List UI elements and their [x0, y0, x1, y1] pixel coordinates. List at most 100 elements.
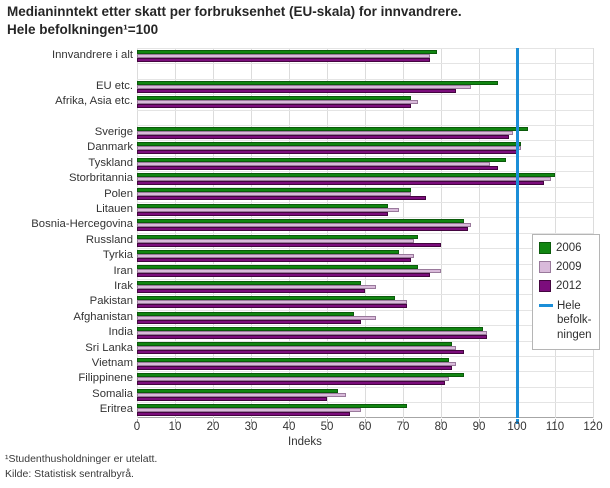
bar-2006-iran	[137, 265, 419, 270]
bar-2006-litauen	[137, 203, 388, 208]
gridline-row	[137, 248, 593, 250]
bar-2009-afghanistan	[137, 315, 377, 320]
gridline-row	[137, 402, 593, 404]
bar-2006-russland	[137, 234, 419, 239]
bar-2006-eu-etc-	[137, 80, 498, 85]
legend-label-2009: 2009	[556, 261, 582, 273]
bar-2006-india	[137, 326, 483, 331]
bar-2006-irak	[137, 280, 362, 285]
legend-swatch-2006	[539, 242, 551, 254]
axis-tick-20	[212, 419, 214, 423]
bar-2012-sri-lanka	[137, 350, 464, 355]
footnote-source: Kilde: Statistisk sentralbyrå.	[5, 468, 134, 480]
bar-2012-filippinene	[137, 381, 445, 386]
category-label: Tyskland	[88, 156, 133, 169]
category-label: Eritrea	[99, 403, 133, 416]
gridline-row	[137, 125, 593, 126]
bar-2006-storbritannia	[137, 172, 555, 177]
bar-2006-danmark	[137, 142, 521, 147]
legend-entry-2009: 2009	[539, 261, 594, 273]
bar-2006-pakistan	[137, 296, 396, 301]
category-label: Sverige	[94, 126, 133, 138]
footnote-students: ¹Studenthusholdninger er utelatt.	[5, 453, 158, 465]
gridline-row	[137, 217, 593, 219]
bar-2009-vietnam	[137, 361, 457, 366]
axis-tick-label-30: 30	[244, 421, 258, 433]
bar-2009-iran	[137, 269, 441, 274]
bar-2012-tyrkia	[137, 257, 411, 262]
bar-2009-eritrea	[137, 407, 362, 412]
axis-tick-label-40: 40	[282, 421, 296, 433]
bar-2012-innvandrere-i-alt	[137, 57, 430, 62]
category-label: Iran	[113, 264, 133, 277]
axis-tick-label-100: 100	[507, 421, 527, 433]
bar-2012-irak	[137, 288, 365, 293]
bar-2006-afghanistan	[137, 311, 354, 316]
legend-entry-reference: Hele befolk- ningen	[539, 299, 594, 342]
bar-2006-innvandrere-i-alt	[137, 49, 438, 54]
bar-2009-litauen	[137, 207, 400, 212]
gridline-row	[137, 340, 593, 342]
axis-tick-40	[288, 419, 290, 423]
chart-title-line2: Hele befolkningen¹=100	[7, 21, 159, 37]
bar-2012-polen	[137, 196, 426, 201]
gridline-row	[137, 232, 593, 234]
bar-2009-danmark	[137, 146, 521, 151]
bar-2009-pakistan	[137, 300, 407, 305]
axis-tick-label-20: 20	[206, 421, 220, 433]
axis-tick-label-0: 0	[133, 421, 141, 433]
bar-2009-bosnia-hercegovina	[137, 223, 472, 228]
gridline-row	[137, 48, 593, 49]
legend-entry-2006: 2006	[539, 242, 594, 254]
gridline-row	[137, 371, 593, 373]
bar-2006-eritrea	[137, 403, 407, 408]
bar-2009-filippinene	[137, 377, 449, 382]
axis-tick-50	[326, 419, 328, 423]
chart-title: Medianinntekt etter skatt per forbruksen…	[7, 3, 603, 38]
bar-2006-filippinene	[137, 373, 464, 378]
gridline-row	[137, 63, 593, 65]
legend-label-reference: Hele befolk- ningen	[557, 300, 592, 341]
gridline-row	[137, 78, 593, 80]
bar-2012-afghanistan	[137, 319, 362, 324]
bar-2012-somalia	[137, 396, 327, 401]
bar-2012-eritrea	[137, 411, 350, 416]
axis-tick-110	[554, 419, 556, 423]
bar-2006-tyskland	[137, 157, 506, 162]
gridline-row	[137, 186, 593, 188]
axis-tick-10	[174, 419, 176, 423]
gridline-row	[137, 294, 593, 296]
category-label: EU etc.	[95, 79, 133, 92]
bar-2009-somalia	[137, 392, 346, 397]
bar-2012-sverige	[137, 134, 510, 139]
legend-label-2012: 2012	[556, 280, 582, 292]
category-label: Polen	[104, 187, 133, 200]
bar-2009-india	[137, 330, 487, 335]
bar-2012-bosnia-hercegovina	[137, 227, 468, 232]
bar-2006-sverige	[137, 126, 529, 131]
bar-2006-polen	[137, 188, 411, 193]
gridline-row	[137, 325, 593, 327]
reference-line-100	[515, 48, 519, 418]
category-label: Sri Lanka	[85, 341, 133, 354]
legend: 2006 2009 2012 Hele befolk- ningen	[532, 234, 600, 351]
axis-tick-label-50: 50	[320, 421, 334, 433]
bar-2012-vietnam	[137, 365, 453, 370]
bar-2009-eu-etc-	[137, 84, 472, 89]
bar-2009-innvandrere-i-alt	[137, 53, 430, 58]
x-axis-title: Indeks	[288, 436, 322, 448]
bar-2009-storbritannia	[137, 176, 552, 181]
axis-tick-120	[592, 419, 594, 423]
bar-2009-afrika-asia-etc-	[137, 99, 419, 104]
bar-2012-afrika-asia-etc-	[137, 103, 411, 108]
bar-2012-litauen	[137, 211, 388, 216]
bar-2006-afrika-asia-etc-	[137, 95, 411, 100]
legend-swatch-2009	[539, 261, 551, 273]
bar-2012-india	[137, 334, 487, 339]
bar-2012-danmark	[137, 150, 517, 155]
reference-line-icon	[539, 304, 553, 307]
axis-tick-100	[515, 419, 519, 424]
axis-tick-90	[478, 419, 480, 423]
category-axis-labels: Innvandrere i alt EU etc. Afrika, Asia etc…	[0, 48, 133, 418]
